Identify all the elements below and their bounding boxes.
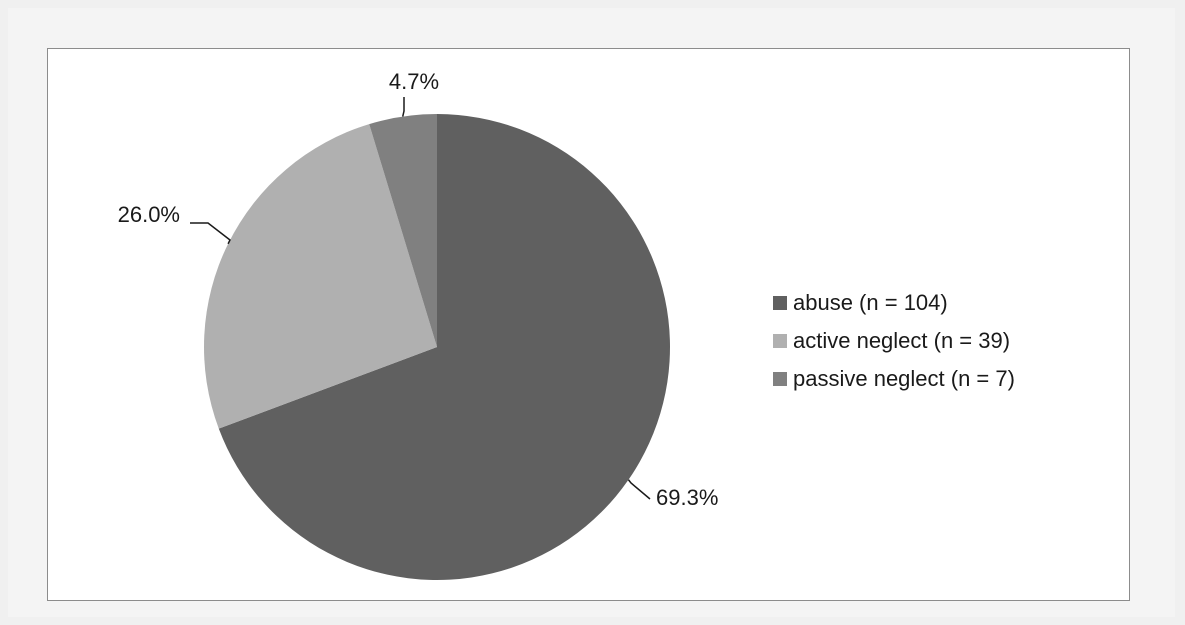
pie-slice-abuse xyxy=(218,114,670,580)
leader-line-active-neglect xyxy=(190,222,231,245)
legend-swatch-abuse xyxy=(773,296,787,310)
data-label-active-neglect: 26.0% xyxy=(118,202,180,227)
data-label-passive-neglect: 4.7% xyxy=(389,69,439,94)
legend-item-active-neglect: active neglect (n = 39) xyxy=(773,322,1015,360)
legend-label-abuse: abuse (n = 104) xyxy=(793,290,948,315)
legend-item-passive-neglect: passive neglect (n = 7) xyxy=(773,360,1015,398)
pie-slice-passive-neglect xyxy=(369,114,437,347)
leader-line-abuse xyxy=(627,479,651,500)
legend-label-passive-neglect: passive neglect (n = 7) xyxy=(793,366,1015,391)
legend-label-active-neglect: active neglect (n = 39) xyxy=(793,328,1011,353)
legend: abuse (n = 104) active neglect (n = 39) … xyxy=(773,284,1015,398)
legend-swatch-active-neglect xyxy=(773,334,787,348)
leader-line-passive-neglect xyxy=(401,97,405,117)
data-label-abuse: 69.3% xyxy=(656,485,718,510)
pie-slice-active-neglect xyxy=(204,124,437,429)
legend-item-abuse: abuse (n = 104) xyxy=(773,284,1015,322)
legend-swatch-passive-neglect xyxy=(773,372,787,386)
